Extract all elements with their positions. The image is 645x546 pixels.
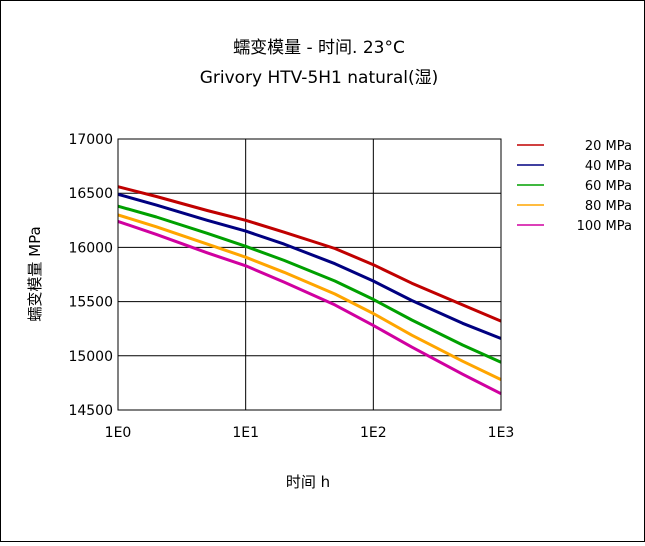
x-tick-labels: 1E0 1E1 1E2 1E3 bbox=[105, 425, 515, 441]
y-tick-label: 16500 bbox=[68, 186, 113, 202]
series-line-80-mpa bbox=[117, 213, 502, 381]
series-line-40-mpa bbox=[117, 192, 502, 340]
series-line-100-mpa bbox=[117, 219, 502, 396]
y-tick-label: 16000 bbox=[68, 240, 113, 256]
y-tick-label: 17000 bbox=[68, 132, 113, 148]
x-tick-label: 1E2 bbox=[360, 425, 387, 441]
legend-label-40-mpa: 40 MPa bbox=[585, 159, 632, 174]
plot-area-border bbox=[117, 138, 502, 411]
y-tick-label: 14500 bbox=[68, 403, 113, 419]
legend-label-80-mpa: 80 MPa bbox=[585, 199, 632, 214]
y-tick-label: 15500 bbox=[68, 295, 113, 311]
x-tick-label: 1E3 bbox=[488, 425, 515, 441]
x-tick-label: 1E1 bbox=[232, 425, 259, 441]
series-line-60-mpa bbox=[117, 204, 502, 364]
legend-label-60-mpa: 60 MPa bbox=[585, 179, 632, 194]
grid-lines bbox=[117, 138, 502, 411]
x-axis-label: 时间 h bbox=[286, 473, 330, 491]
y-tick-labels: 17000 16500 16000 15500 15000 14500 bbox=[68, 132, 113, 419]
y-axis-label: 蠕变模量 MPa bbox=[26, 226, 44, 321]
legend-label-20-mpa: 20 MPa bbox=[585, 139, 632, 154]
series-line-20-mpa bbox=[117, 185, 502, 323]
y-tick-label: 15000 bbox=[68, 349, 113, 365]
x-tick-label: 1E0 bbox=[105, 425, 132, 441]
chart-title: 蠕变模量 - 时间. 23°C bbox=[233, 38, 405, 58]
series-lines bbox=[117, 185, 502, 396]
chart-subtitle: Grivory HTV-5H1 natural(湿) bbox=[200, 68, 439, 88]
legend-label-100-mpa: 100 MPa bbox=[577, 219, 632, 234]
legend: 20 MPa 40 MPa 60 MPa 80 MPa 100 MPa bbox=[517, 139, 632, 234]
